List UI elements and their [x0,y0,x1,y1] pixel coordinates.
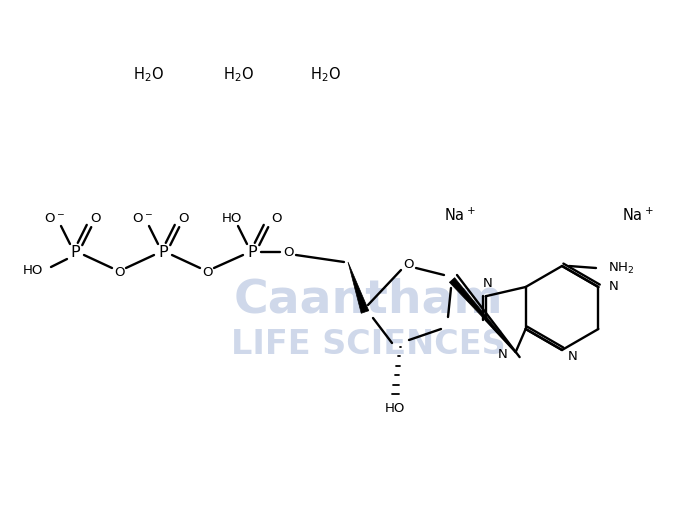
Text: P: P [70,244,80,259]
Polygon shape [450,278,516,352]
Text: O: O [202,266,212,279]
Text: O: O [283,245,293,258]
Text: P: P [158,244,168,259]
Text: O$^-$: O$^-$ [132,212,154,225]
Text: O: O [177,212,188,225]
Text: O: O [113,266,125,279]
Text: N: N [483,277,493,290]
Text: O: O [271,212,281,225]
Text: HO: HO [222,212,242,225]
Text: HO: HO [385,401,405,414]
Text: Na$^+$: Na$^+$ [444,206,476,224]
Text: O: O [403,258,413,271]
Text: NH$_2$: NH$_2$ [608,261,634,276]
Text: H$_2$O: H$_2$O [223,66,253,84]
Text: N: N [568,349,578,362]
Text: O$^-$: O$^-$ [45,212,65,225]
Text: Caantham: Caantham [233,278,503,322]
Text: H$_2$O: H$_2$O [310,66,340,84]
Text: Na$^+$: Na$^+$ [622,206,654,224]
Text: O: O [90,212,100,225]
Text: N: N [608,280,618,293]
Polygon shape [348,262,369,313]
Text: H$_2$O: H$_2$O [132,66,164,84]
Text: P: P [247,244,257,259]
Text: HO: HO [23,264,43,277]
Text: LIFE SCIENCES: LIFE SCIENCES [230,329,505,361]
Text: N: N [498,347,507,360]
